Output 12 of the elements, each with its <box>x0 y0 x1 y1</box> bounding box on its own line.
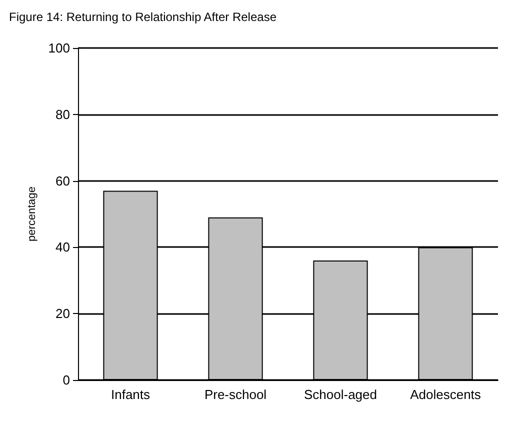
y-tick-label: 40 <box>56 240 70 255</box>
y-tick-label: 100 <box>48 40 70 56</box>
x-tick-label: Infants <box>110 387 151 402</box>
x-tick-label: School-aged <box>304 387 377 402</box>
y-axis-title: percentage <box>26 186 38 242</box>
x-tick-label: Pre-school <box>204 387 267 402</box>
x-tick-label: Adolescents <box>410 387 482 402</box>
y-tick-label: 60 <box>56 173 70 188</box>
y-tick-label: 0 <box>62 372 70 388</box>
y-tick-label: 80 <box>56 106 70 122</box>
chart-title: Figure 14: Returning to Relationship After Release <box>9 10 277 24</box>
y-tick-label: 20 <box>56 306 70 322</box>
